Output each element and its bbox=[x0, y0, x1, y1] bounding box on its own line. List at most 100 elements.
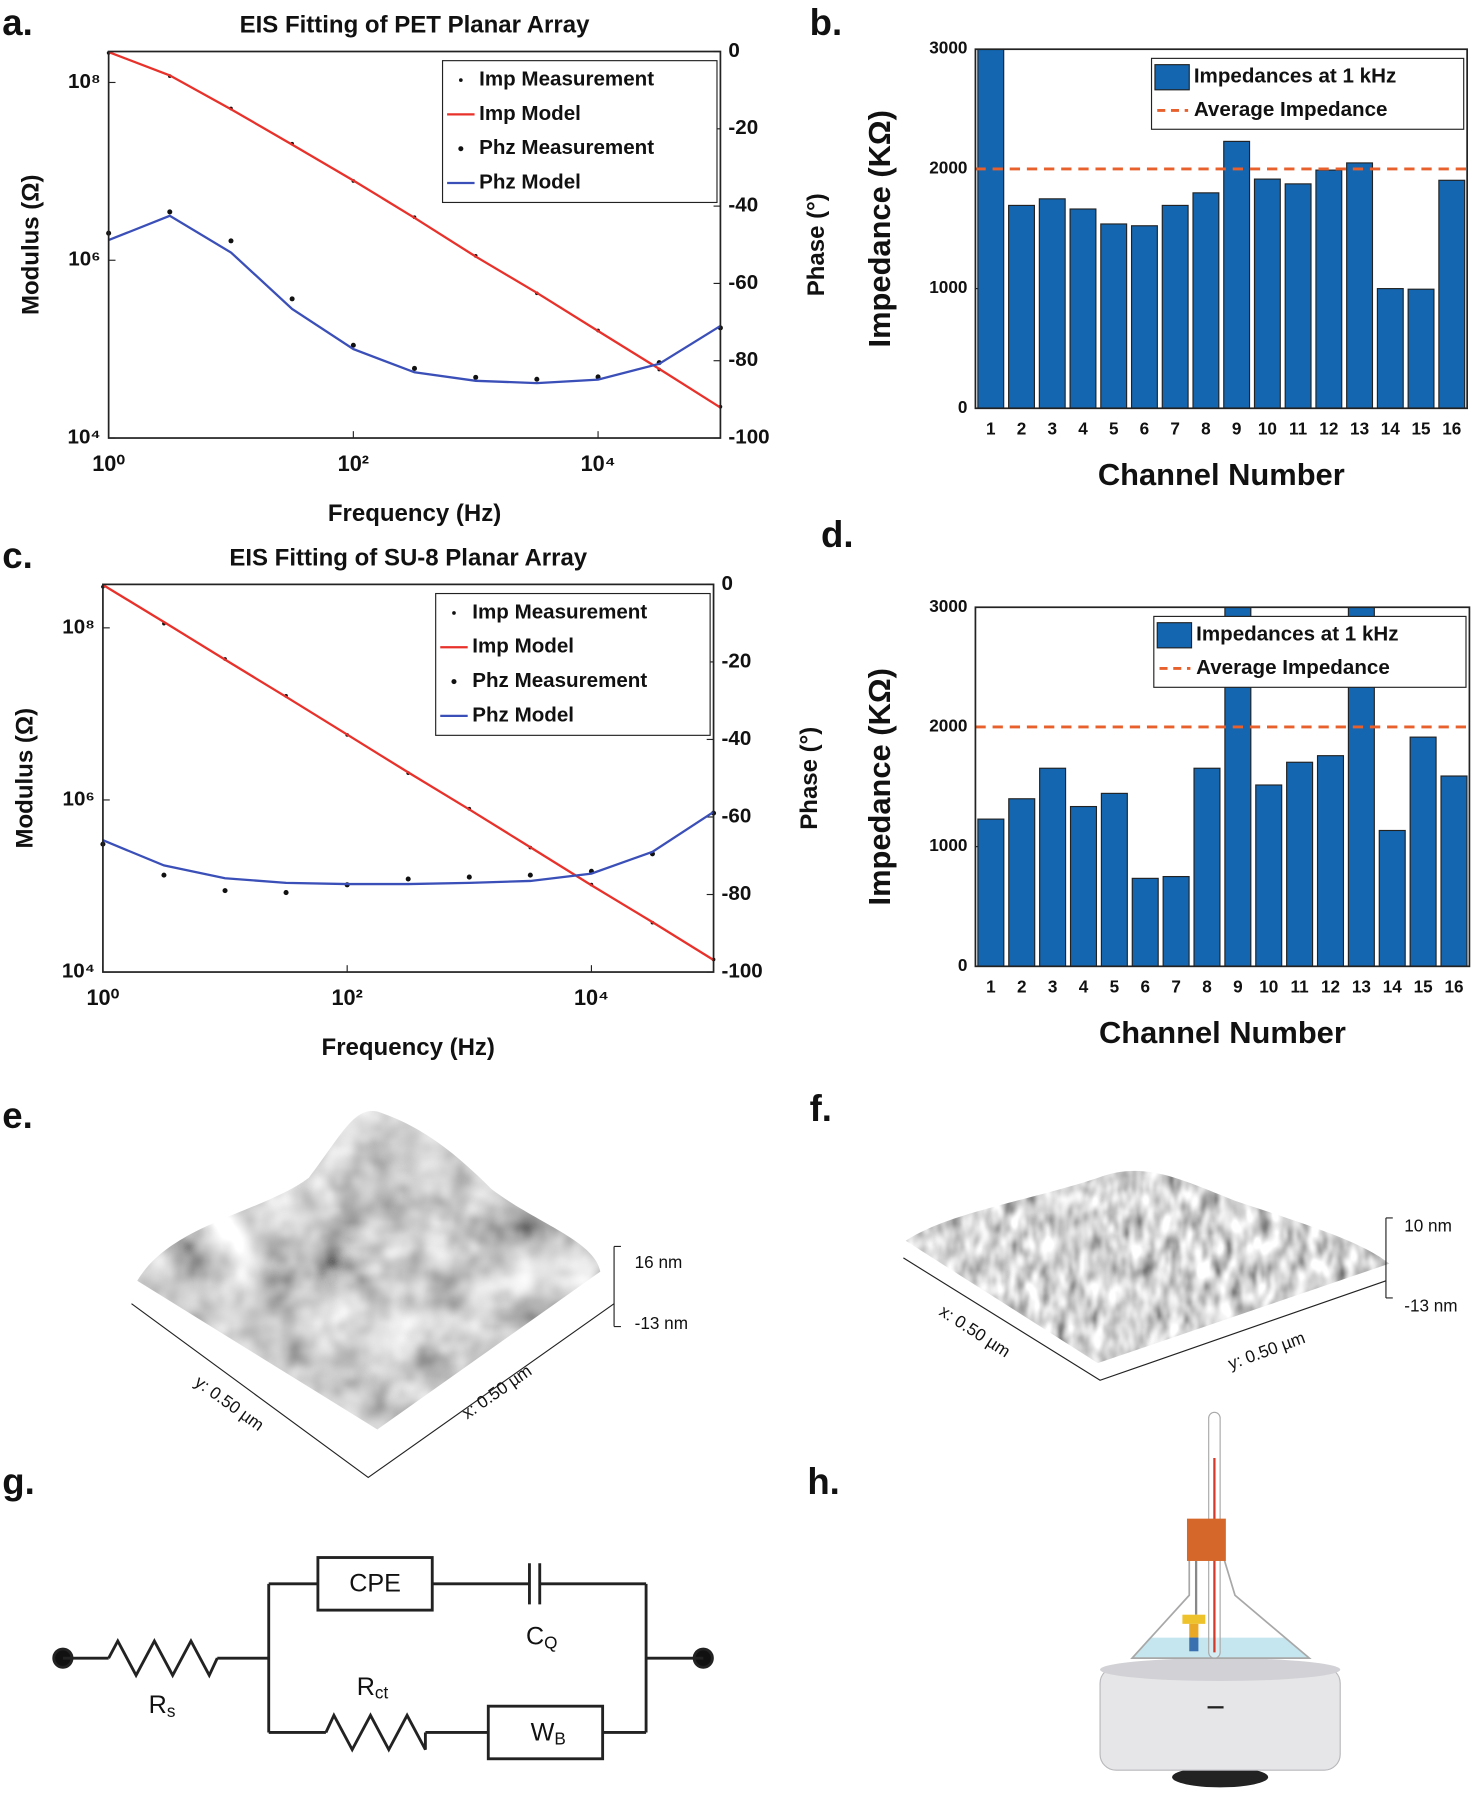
y-tick-label: 10⁶ bbox=[68, 248, 100, 271]
plot-frame bbox=[107, 50, 722, 439]
legend-label: Imp Model bbox=[479, 102, 581, 125]
bar bbox=[1069, 805, 1098, 967]
bar bbox=[1255, 784, 1283, 967]
x-tick-label: 15 bbox=[1414, 977, 1434, 997]
legend-swatch bbox=[452, 611, 456, 615]
hotplate-display bbox=[1207, 1706, 1224, 1709]
x-tick-label: 9 bbox=[1232, 419, 1242, 439]
panel-label: e. bbox=[2, 1095, 33, 1136]
x-tick-label: 10⁰ bbox=[86, 985, 119, 1010]
component-label: Rs bbox=[149, 1691, 176, 1721]
x-tick-label: 10 bbox=[1258, 419, 1277, 439]
y2-tick-label: -100 bbox=[728, 425, 769, 448]
afm-axis bbox=[131, 1303, 615, 1479]
legend-box bbox=[1153, 615, 1467, 688]
legend-label: Average Impedance bbox=[1196, 656, 1390, 679]
x-tick-label: 4 bbox=[1078, 419, 1088, 439]
y2-tick-label: -80 bbox=[722, 882, 752, 905]
afm-image: 16 nm -13 nm y: 0.50 µm x: 0.50 µm bbox=[131, 1111, 688, 1479]
y2-tick-label: 0 bbox=[722, 572, 733, 595]
label-sub: Q bbox=[544, 1632, 557, 1652]
afm-z-max: 10 nm bbox=[1404, 1216, 1452, 1236]
x-tick-label: 11 bbox=[1289, 419, 1308, 439]
legend-swatch bbox=[459, 78, 463, 82]
electrode-tip bbox=[1189, 1637, 1199, 1652]
x-tick-label: 13 bbox=[1350, 419, 1369, 439]
data-point bbox=[283, 890, 289, 896]
afm-y-label: y: 0.50 µm bbox=[191, 1371, 268, 1434]
x-tick-label: 14 bbox=[1383, 977, 1403, 997]
bar bbox=[1069, 208, 1097, 409]
bar bbox=[1286, 761, 1314, 967]
y-tick-label: 3000 bbox=[929, 38, 967, 58]
afm-y-label: y: 0.50 µm bbox=[1225, 1327, 1307, 1373]
bar bbox=[1008, 204, 1035, 409]
bar bbox=[1039, 767, 1067, 967]
afm-surface bbox=[137, 1111, 601, 1430]
x-tick-label: 10⁴ bbox=[581, 451, 616, 476]
x-axis-label: Channel Number bbox=[1099, 1015, 1346, 1050]
x-tick-label: 11 bbox=[1291, 977, 1310, 997]
setup-illustration bbox=[1099, 1411, 1341, 1788]
x-tick-label: 2 bbox=[1017, 977, 1027, 997]
data-point bbox=[289, 296, 295, 302]
data-point bbox=[411, 365, 418, 371]
y2-tick-label: -20 bbox=[722, 649, 752, 672]
legend-label: Phz Model bbox=[472, 703, 574, 726]
legend-label: Impedances at 1 kHz bbox=[1194, 65, 1396, 88]
y2-tick-label: -100 bbox=[722, 959, 763, 982]
bar bbox=[1008, 798, 1036, 967]
y-axis-label: Modulus (Ω) bbox=[17, 174, 44, 315]
y-axis-label: Modulus (Ω) bbox=[12, 708, 39, 849]
legend-swatch bbox=[1156, 622, 1193, 649]
y-tick-label: 10⁶ bbox=[63, 787, 95, 810]
plot-frame bbox=[974, 48, 1468, 410]
y-tick-label: 0 bbox=[958, 955, 968, 975]
y2-tick-label: -80 bbox=[728, 348, 758, 371]
afm-image: 10 nm -13 nm x: 0.50 µm y: 0.50 µm bbox=[903, 1170, 1458, 1381]
y2-tick-label: -40 bbox=[722, 727, 752, 750]
label-sub: ct bbox=[375, 1682, 389, 1702]
bar bbox=[1192, 192, 1220, 409]
x-tick-label: 1 bbox=[986, 419, 996, 439]
bar bbox=[1409, 736, 1437, 967]
circuit bbox=[52, 1556, 714, 1761]
x-tick-label: 2 bbox=[1017, 419, 1027, 439]
electrode-head bbox=[1182, 1614, 1206, 1624]
data-point bbox=[167, 209, 173, 215]
y-tick-label: 0 bbox=[958, 397, 968, 417]
bar bbox=[1284, 183, 1312, 409]
component-label: CQ bbox=[526, 1622, 558, 1652]
y2-tick-label: 0 bbox=[728, 39, 739, 62]
bar bbox=[1100, 223, 1128, 409]
cpe-element bbox=[316, 1556, 434, 1612]
x-tick-label: 5 bbox=[1109, 419, 1119, 439]
label: R bbox=[149, 1691, 167, 1719]
x-tick-label: 16 bbox=[1444, 977, 1463, 997]
bar bbox=[1346, 162, 1374, 409]
x-tick-label: 10² bbox=[331, 985, 362, 1010]
afm-z-max: 16 nm bbox=[635, 1252, 683, 1272]
y2-tick-label: -40 bbox=[728, 194, 758, 217]
x-tick-label: 10² bbox=[338, 451, 369, 476]
bar bbox=[1162, 875, 1190, 967]
bar bbox=[1131, 877, 1159, 967]
bar bbox=[1407, 288, 1435, 409]
x-tick-label: 14 bbox=[1381, 419, 1401, 439]
resistor bbox=[324, 1712, 427, 1753]
electrode-stem bbox=[1189, 1623, 1199, 1638]
panel-label: f. bbox=[810, 1088, 832, 1129]
legend-box bbox=[441, 60, 718, 204]
warburg-element bbox=[486, 1704, 605, 1761]
y-tick-label: 1000 bbox=[929, 277, 967, 297]
bar bbox=[1376, 288, 1404, 409]
bar bbox=[1253, 178, 1281, 409]
x-tick-label: 3 bbox=[1047, 419, 1057, 439]
hotplate bbox=[1099, 1666, 1341, 1771]
y-tick-label: 10⁴ bbox=[68, 425, 101, 448]
afm-x-label: x: 0.50 µm bbox=[936, 1301, 1014, 1362]
chart-title: EIS Fitting of SU-8 Planar Array bbox=[229, 545, 587, 572]
bar bbox=[1315, 169, 1343, 409]
x-tick-label: 7 bbox=[1171, 977, 1181, 997]
